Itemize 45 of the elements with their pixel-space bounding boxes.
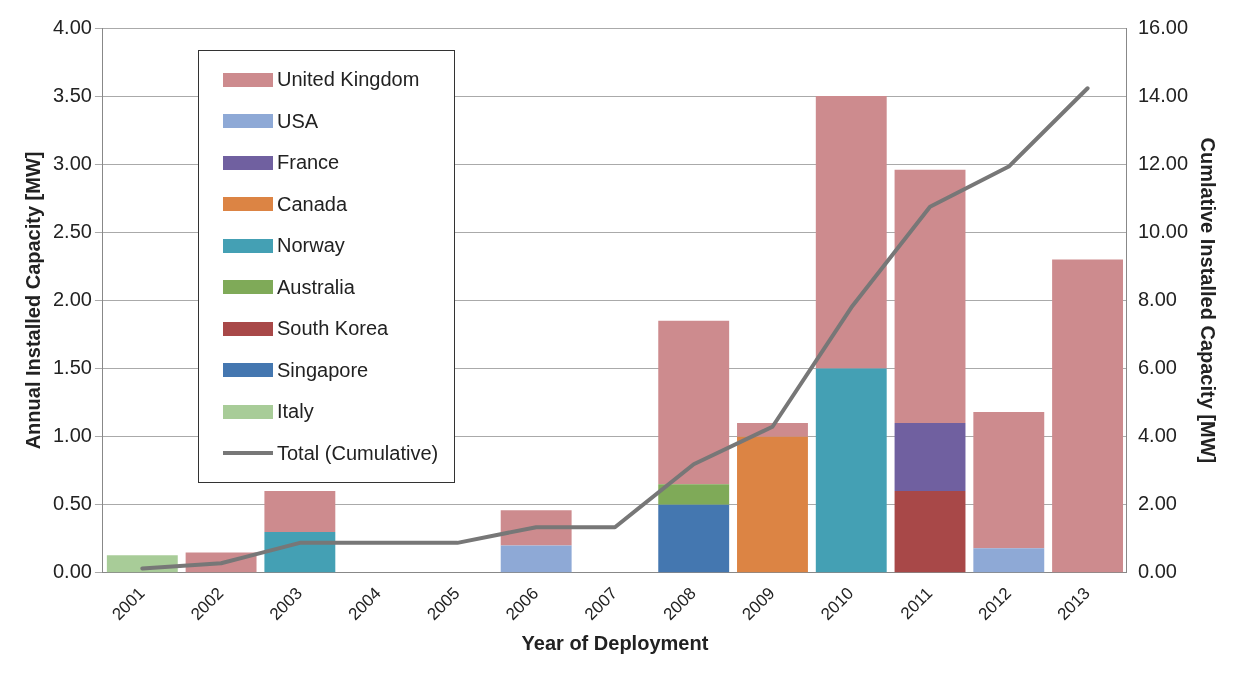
y2-tick-label: 4.00 (1137, 424, 1177, 447)
bar (973, 548, 1045, 573)
bar (737, 436, 808, 573)
y2-tick-label: 16.00 (1137, 15, 1189, 38)
bar (264, 491, 336, 532)
y-tick-label: 0.00 (52, 560, 92, 583)
bar (1052, 259, 1124, 573)
y2-tick-label: 10.00 (1137, 219, 1189, 242)
y-tick-label: 1.00 (52, 424, 92, 447)
bar (973, 412, 1045, 549)
bar (658, 484, 730, 505)
legend-label: Total (Cumulative) (277, 441, 439, 465)
legend-label: France (277, 151, 340, 175)
y-tick-label: 0.50 (52, 492, 92, 515)
bar (500, 545, 572, 573)
y2-axis-title: Cumlative Installed Capacity [MW] (1197, 137, 1220, 464)
bar (815, 368, 887, 573)
legend-label: Canada (277, 192, 348, 216)
y2-tick-label: 6.00 (1137, 356, 1177, 379)
y-tick-label: 4.00 (52, 15, 92, 38)
bar (894, 491, 966, 573)
bar (815, 96, 887, 369)
legend-label: Italy (277, 400, 314, 424)
y2-tick-label: 8.00 (1137, 287, 1177, 310)
legend-label: Norway (277, 234, 345, 258)
y-axis-title: Annual Installed Capacity [MW] (21, 151, 44, 450)
y2-tick-label: 12.00 (1137, 151, 1189, 174)
legend-label: Australia (277, 275, 355, 299)
bar (658, 320, 730, 485)
bar (658, 504, 730, 573)
bar (894, 169, 966, 423)
y-tick-label: 1.50 (52, 356, 92, 379)
legend-label: United Kingdom (277, 68, 420, 92)
y-tick-label: 3.50 (52, 83, 92, 106)
legend-label: Singapore (277, 358, 369, 382)
y2-tick-label: 2.00 (1137, 492, 1177, 515)
x-axis-title: Year of Deployment (521, 631, 709, 654)
legend-label: South Korea (277, 317, 389, 341)
legend-label: USA (277, 109, 319, 133)
y-tick-label: 2.00 (52, 287, 92, 310)
y-tick-label: 3.00 (52, 151, 92, 174)
y2-tick-label: 14.00 (1137, 83, 1189, 106)
y2-tick-label: 0.00 (1137, 560, 1177, 583)
bar (894, 423, 966, 492)
y-tick-label: 2.50 (52, 219, 92, 242)
